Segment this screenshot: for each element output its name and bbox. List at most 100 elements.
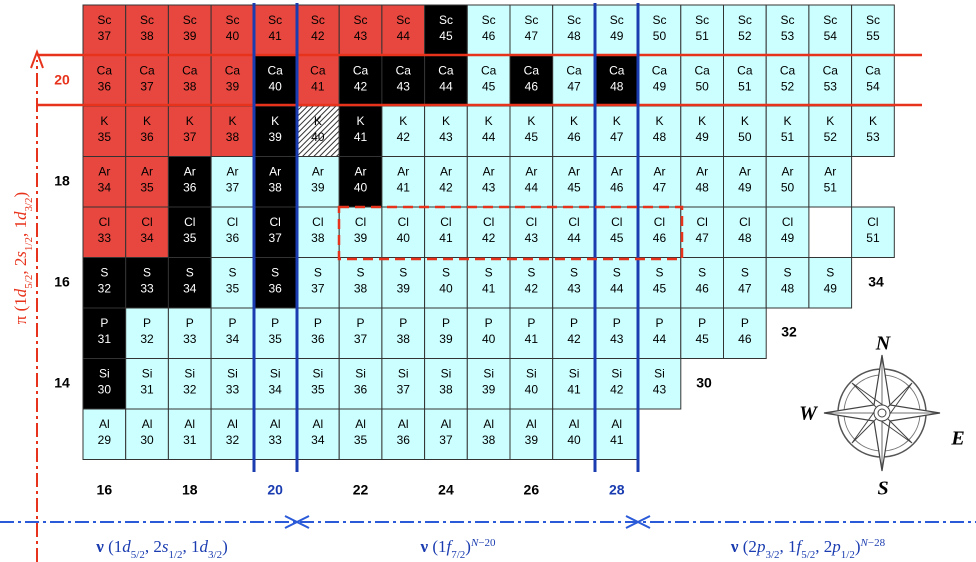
mass-number: 49	[824, 282, 838, 296]
nuclide-cell: P44	[638, 308, 681, 359]
mass-number: 49	[653, 80, 667, 94]
mass-number: 50	[653, 29, 667, 43]
element-symbol: P	[314, 316, 322, 330]
label-part: , 1	[11, 220, 30, 237]
element-symbol: Sc	[524, 13, 538, 27]
element-symbol: Ca	[780, 64, 796, 78]
mass-number: 42	[482, 231, 496, 245]
element-symbol: K	[143, 114, 151, 128]
mass-number: 34	[268, 383, 282, 397]
mass-number: 46	[695, 282, 709, 296]
nuclide-cell: Ca 52	[766, 56, 809, 107]
mass-number: 39	[397, 282, 411, 296]
mass-number: 39	[439, 332, 453, 346]
mass-number: 52	[781, 80, 795, 94]
element-symbol: Cl	[440, 215, 451, 229]
nuclide-cell: Sc55	[852, 5, 895, 56]
label-part: 3/2	[765, 549, 779, 561]
mass-number: 38	[226, 130, 240, 144]
element-symbol: Al	[313, 417, 324, 431]
nuclide-cell: Ar44	[510, 157, 553, 208]
page: {"colors": {"r": "#e8473f", "k": "#00000…	[0, 0, 976, 562]
element-symbol: K	[784, 114, 792, 128]
element-symbol: Si	[142, 367, 153, 381]
label-part: (1	[428, 537, 446, 556]
nuclide-chart: Sc37Sc38Sc39Sc40Sc41Sc42Sc43Sc44Sc45Sc46…	[0, 0, 976, 562]
mass-number: 46	[525, 80, 539, 94]
mass-number: 35	[311, 383, 325, 397]
element-symbol: S	[442, 266, 450, 280]
mass-number: 40	[439, 282, 453, 296]
mass-number: 37	[268, 231, 282, 245]
nuclide-cell: Ar39	[297, 157, 340, 208]
mass-number: 31	[140, 383, 154, 397]
mass-number: 36	[268, 282, 282, 296]
element-symbol: Ca	[609, 64, 625, 78]
mass-number: 44	[482, 130, 496, 144]
nuclide-cell: K43	[425, 106, 468, 157]
label-part: 3/2	[23, 197, 35, 211]
nuclide-cell: K35	[83, 106, 126, 157]
nuclide-cell: Ar36	[168, 157, 211, 208]
mass-number: 38	[482, 433, 496, 447]
element-symbol: S	[314, 266, 322, 280]
mass-number: 31	[183, 433, 197, 447]
nuclide-cell: Ca47	[553, 56, 596, 107]
element-symbol: Al	[142, 417, 153, 431]
element-symbol: Cl	[483, 215, 494, 229]
element-symbol: P	[442, 316, 450, 330]
nuclide-cell: Al29	[83, 409, 126, 460]
element-symbol: Sc	[866, 13, 880, 27]
nuclide-cell: Ar51	[809, 157, 852, 208]
nuclide-cell: P45	[681, 308, 724, 359]
mass-number: 52	[824, 130, 838, 144]
element-symbol: S	[228, 266, 236, 280]
element-symbol: S	[741, 266, 749, 280]
nuclide-cell: Al 34	[297, 409, 340, 460]
mass-number: 38	[397, 332, 411, 346]
nuclide-cell: P34	[211, 308, 254, 359]
mass-number: 38	[311, 231, 325, 245]
element-symbol: Ca	[267, 64, 283, 78]
mass-number: 36	[354, 383, 368, 397]
nuclide-cell: Ca41	[297, 56, 340, 107]
element-symbol: Si	[398, 367, 409, 381]
element-symbol: Ca	[182, 64, 198, 78]
mass-number: 44	[610, 282, 624, 296]
element-symbol: S	[186, 266, 194, 280]
mass-number: 43	[397, 80, 411, 94]
element-symbol: K	[741, 114, 749, 128]
mass-number: 38	[140, 29, 154, 43]
element-symbol: Cl	[782, 215, 793, 229]
mass-number: 47	[653, 181, 667, 195]
mass-number: 37	[226, 181, 240, 195]
mass-number: 47	[567, 80, 581, 94]
nuclide-cell: K46	[553, 106, 596, 157]
mass-number: 43	[653, 383, 667, 397]
proton-number: 16	[54, 273, 70, 289]
proton-number: 18	[54, 172, 70, 188]
neutron-number: 24	[438, 482, 454, 498]
mass-number: 32	[140, 332, 154, 346]
mass-number: 38	[268, 181, 282, 195]
mass-number: 34	[311, 433, 325, 447]
nuclide-cell: Sc38	[126, 5, 169, 56]
label-part: 5/2	[23, 275, 35, 289]
element-symbol: Si	[313, 367, 324, 381]
mass-number: 39	[226, 80, 240, 94]
nuclide-cell: Sc48	[553, 5, 596, 56]
element-symbol: Ca	[310, 64, 326, 78]
nuclide-cell: K41	[339, 106, 382, 157]
element-symbol: Sc	[610, 13, 624, 27]
mass-number: 49	[610, 29, 624, 43]
nuclide-cell: S49	[809, 258, 852, 309]
element-symbol: Al	[99, 417, 110, 431]
mass-number: 52	[738, 29, 752, 43]
mass-number: 37	[140, 80, 154, 94]
element-symbol: Cl	[867, 215, 878, 229]
nuclide-cell: Cl51	[852, 207, 895, 258]
